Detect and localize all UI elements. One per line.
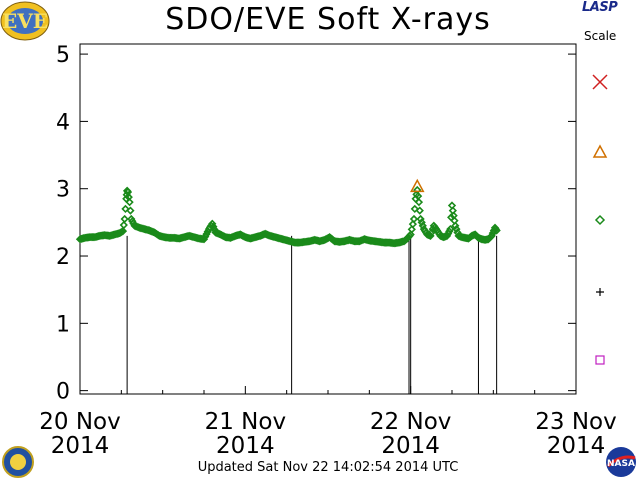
data-point: [451, 221, 460, 230]
plot-frame: [79, 43, 577, 395]
square-icon: [595, 355, 605, 365]
lasp-logo: LASP: [582, 0, 618, 15]
eve-logo: EVE: [0, 1, 50, 41]
data-point: [120, 214, 129, 224]
y-axis: 0 1 2 3 4 5: [56, 43, 576, 405]
data-point: [417, 218, 426, 227]
series-points: [75, 185, 501, 248]
x-tick-label-year: 2014: [216, 433, 275, 459]
data-point: [409, 214, 419, 224]
flare-triangle-marker: [410, 178, 425, 193]
data-point: [126, 206, 135, 215]
vertical-lines: [126, 235, 498, 394]
x-tick-label-date: 22 Nov: [369, 409, 452, 435]
y-tick-label: 4: [56, 110, 70, 135]
data-point: [208, 219, 217, 228]
y-tick-label: 2: [56, 245, 70, 270]
x-tick-label: 20 Nov 2014: [20, 410, 140, 458]
data-point: [209, 222, 218, 231]
data-point: [118, 226, 128, 236]
data-point: [125, 198, 134, 207]
svg-text:NASA: NASA: [607, 459, 635, 469]
plus-icon: [596, 288, 604, 296]
x-tick-label-year: 2014: [381, 433, 440, 459]
triangle-icon: [592, 144, 608, 158]
data-point: [452, 224, 461, 234]
data-point: [119, 220, 128, 230]
y-tick-label: 5: [56, 43, 70, 68]
data-point: [418, 221, 427, 230]
data-point: [408, 220, 418, 229]
data-point: [415, 206, 424, 215]
flare-markers: [410, 178, 425, 193]
y-tick-label: 1: [56, 312, 70, 337]
x-tick-label-date: 23 Nov: [535, 409, 617, 435]
x-tick-label: 21 Nov 2014: [185, 410, 305, 458]
diamond-icon: [594, 214, 606, 226]
x-tick-label-year: 2014: [50, 433, 110, 459]
chart-title: SDO/EVE Soft X-rays: [165, 2, 491, 37]
data-point: [410, 204, 419, 214]
x-tick-label-year: 2014: [546, 433, 606, 459]
y-tick-label: 0: [56, 380, 70, 405]
data-point: [446, 224, 455, 234]
x-tick-label-date: 21 Nov: [204, 409, 287, 435]
x-tick-label: 23 Nov 2014: [516, 410, 636, 458]
data-point: [121, 204, 130, 214]
y-tick-label: 3: [56, 178, 70, 203]
x-mark-icon: [592, 74, 608, 90]
sdo-logo: [2, 446, 34, 478]
data-point: [414, 198, 424, 207]
data-point: [492, 226, 501, 235]
x-tick-label-date: 20 Nov: [39, 409, 121, 435]
x-tick-label: 22 Nov 2014: [351, 410, 471, 458]
legend: [592, 74, 608, 365]
data-point: [407, 225, 416, 234]
data-point: [416, 214, 425, 224]
nasa-logo: NASA: [606, 447, 636, 477]
legend-title: Scale: [584, 29, 617, 43]
svg-text:EVE: EVE: [2, 9, 48, 33]
data-point: [406, 230, 415, 239]
x-axis: [79, 386, 577, 394]
updated-timestamp: Updated Sat Nov 22 14:02:54 2014 UTC: [197, 460, 459, 475]
